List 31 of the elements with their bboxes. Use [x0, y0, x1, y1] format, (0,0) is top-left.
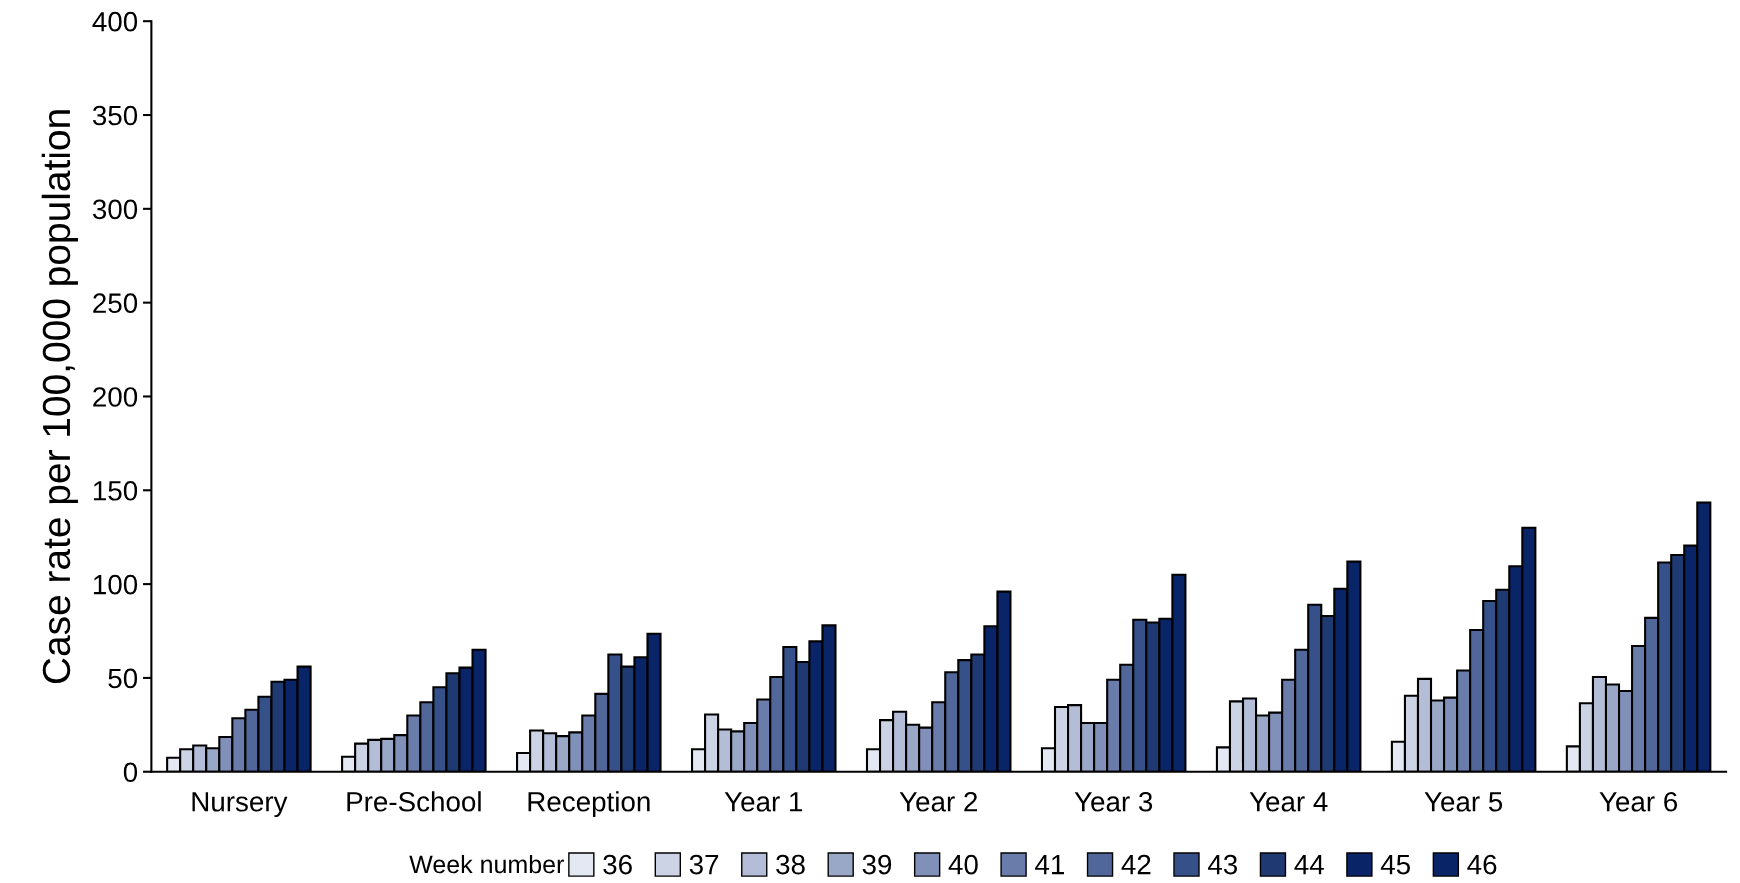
legend-title: Week number	[409, 854, 564, 874]
legend-label: 44	[1294, 855, 1324, 875]
x-tick-label: Year 1	[724, 792, 803, 812]
y-axis-title: Case rate per 100,000 population	[41, 110, 78, 684]
legend-label: 37	[689, 854, 719, 875]
y-tick-label: 350	[92, 105, 138, 126]
x-tick-label: Year 2	[899, 791, 977, 812]
y-tick-label: 200	[93, 387, 138, 407]
legend-label: 43	[1207, 854, 1238, 875]
y-tick-label: 400	[92, 11, 138, 32]
legend-label: 36	[603, 854, 632, 875]
x-tick-label: Year 3	[1074, 791, 1153, 812]
y-tick-label: 50	[108, 668, 138, 689]
legend-label: 38	[776, 854, 805, 875]
legend-label: 42	[1121, 854, 1151, 875]
x-tick-label: Reception	[528, 791, 650, 818]
y-tick-label: 250	[93, 293, 138, 313]
legend-label: 46	[1467, 854, 1497, 875]
legend-label: 41	[1035, 855, 1064, 875]
x-tick-label: Year 4	[1249, 792, 1328, 812]
legend-label: 45	[1380, 855, 1410, 875]
legend-label: 40	[948, 854, 978, 875]
legend-label: 39	[862, 854, 892, 875]
y-tick-label: 300	[92, 199, 138, 220]
y-tick-label: 100	[93, 574, 138, 595]
x-tick-label: Year 5	[1424, 792, 1503, 812]
y-tick-label: 150	[93, 480, 138, 501]
x-tick-label: Pre-School	[347, 791, 481, 812]
x-tick-label: Nursery	[192, 792, 288, 818]
x-tick-label: Year 6	[1599, 791, 1678, 812]
y-tick-label: 0	[123, 762, 138, 783]
